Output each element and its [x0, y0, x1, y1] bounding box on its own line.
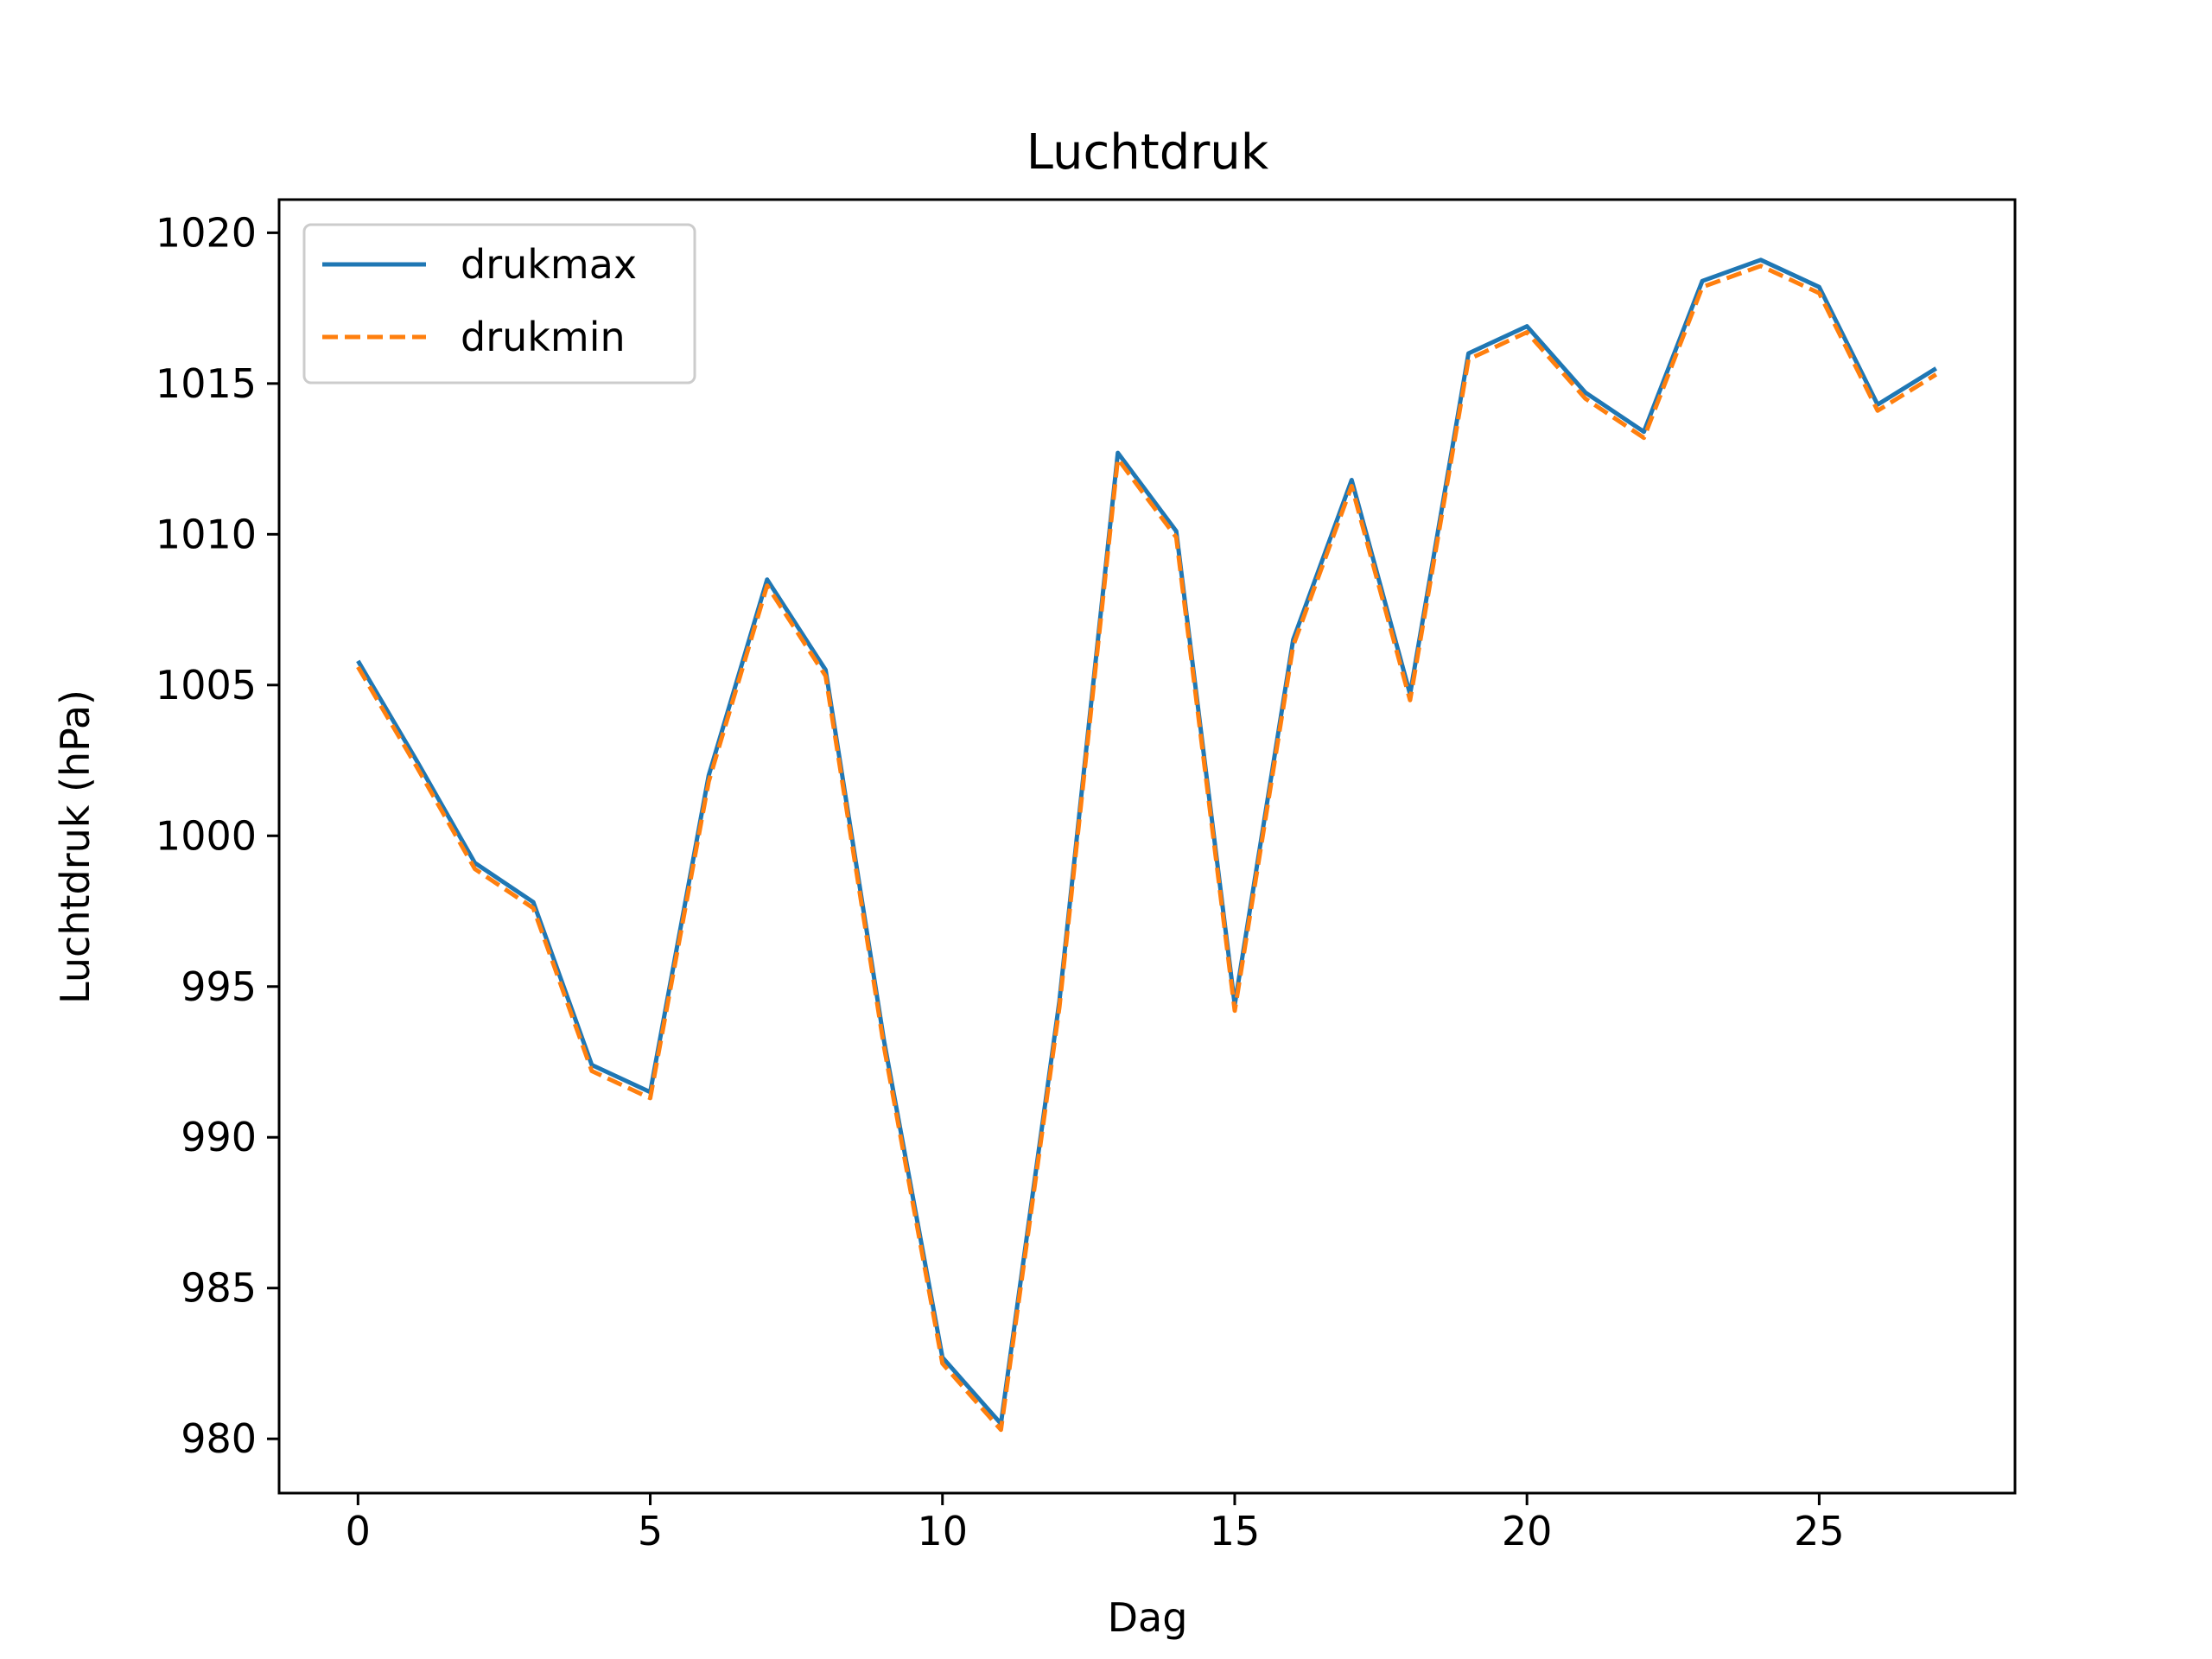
y-tick-label: 1010	[156, 511, 257, 557]
legend-label-drukmin: drukmin	[461, 314, 626, 360]
y-tick-label: 1015	[156, 360, 257, 407]
x-tick-label: 10	[917, 1508, 968, 1554]
y-axis-title: Luchtdruk (hPa)	[52, 690, 99, 1004]
x-tick-label: 0	[346, 1508, 371, 1554]
y-tick-label: 980	[181, 1415, 257, 1462]
axis-ticks: 0 5 10 15 20 25980985990995100010051010101510…	[156, 209, 1845, 1554]
y-tick-label: 1005	[156, 662, 257, 709]
y-tick-label: 985	[181, 1265, 257, 1312]
y-tick-label: 995	[181, 963, 257, 1010]
x-tick-label: 25	[1794, 1508, 1845, 1554]
legend: drukmax drukmin	[302, 223, 696, 385]
y-tick-label: 1020	[156, 209, 257, 256]
chart-title: Luchtdruk	[1027, 124, 1269, 181]
x-tick-label: 20	[1502, 1508, 1553, 1554]
series-line-drukmax	[356, 257, 1938, 1427]
legend-label-drukmax: drukmax	[461, 241, 637, 288]
y-tick-label: 990	[181, 1114, 257, 1160]
x-tick-label: 5	[638, 1508, 663, 1554]
x-axis-title: Dag	[1108, 1594, 1188, 1641]
x-tick-label: 15	[1210, 1508, 1261, 1554]
series-line-drukmin	[356, 264, 1938, 1433]
series-layer	[356, 257, 1938, 1433]
y-tick-label: 1000	[156, 812, 257, 859]
plot-frame	[277, 198, 2017, 1495]
